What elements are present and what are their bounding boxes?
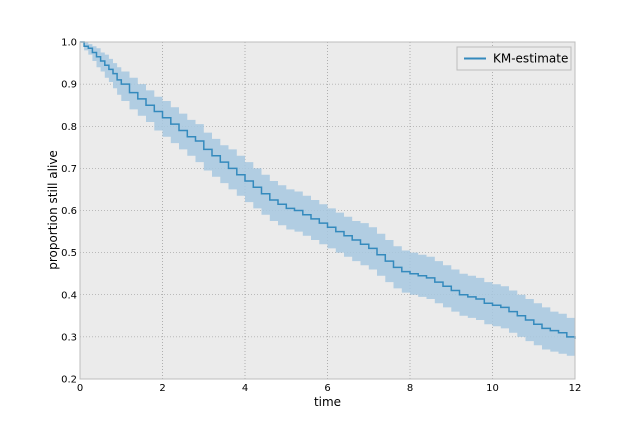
y-tick-label: 1.0	[61, 38, 77, 49]
y-tick-label: 0.7	[61, 164, 77, 175]
plot-frame	[79, 41, 576, 380]
x-tick-label: 2	[159, 383, 165, 394]
x-tick-label: 12	[569, 383, 582, 394]
x-tick-label: 10	[486, 383, 499, 394]
x-tick-label: 4	[242, 383, 248, 394]
x-tick-label: 0	[77, 383, 83, 394]
km-estimate-line	[80, 41, 576, 339]
y-tick-label: 0.2	[61, 375, 77, 386]
confidence-band	[80, 42, 575, 356]
confidence-band-layer	[80, 42, 575, 356]
y-tick-label: 0.4	[61, 290, 77, 301]
y-tick-label: 0.3	[61, 332, 77, 343]
survival-curve-layer	[80, 41, 576, 339]
x-tick-label: 6	[324, 383, 330, 394]
legend: KM-estimate	[456, 46, 572, 71]
x-tick-label: 8	[407, 383, 413, 394]
y-tick-label: 0.8	[61, 122, 77, 133]
y-tick-label: 0.5	[61, 248, 77, 259]
y-tick-labels: 0.2 0.3 0.4 0.5 0.6 0.7 0.8 0.9 1.0	[61, 38, 77, 386]
y-tick-label: 0.9	[61, 80, 77, 91]
legend-box	[456, 46, 572, 71]
legend-label: KM-estimate	[493, 52, 568, 66]
y-axis-label: proportion still alive	[46, 150, 60, 270]
y-tick-label: 0.6	[61, 206, 77, 217]
x-axis-label: time	[314, 395, 341, 409]
x-tick-labels: 0 2 4 6 8 10 12	[77, 383, 582, 394]
